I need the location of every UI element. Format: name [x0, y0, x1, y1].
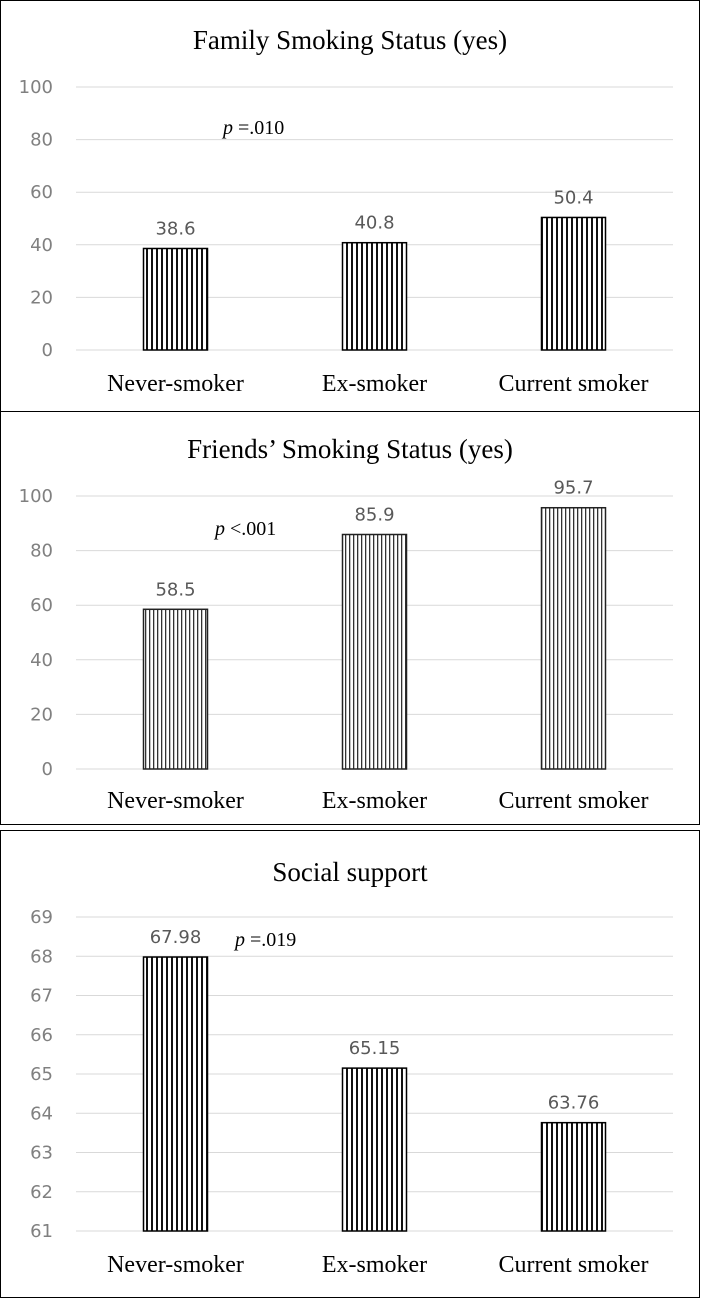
y-tick-label: 65: [30, 1064, 53, 1085]
y-tick-label: 20: [30, 287, 53, 308]
bar-current-smoker: [540, 506, 607, 770]
category-label: Ex-smoker: [322, 1252, 427, 1278]
data-label: 85.9: [354, 504, 394, 525]
category-label: Current smoker: [499, 1252, 649, 1278]
y-tick-label: 0: [42, 759, 53, 780]
y-tick-label: 60: [30, 182, 53, 203]
y-tick-label: 40: [30, 650, 53, 671]
category-label: Ex-smoker: [322, 788, 427, 814]
y-tick-label: 66: [30, 1025, 53, 1046]
y-tick-label: 80: [30, 130, 53, 151]
bar-current-smoker: [540, 1121, 607, 1232]
bar-never-smoker: [142, 247, 209, 351]
p-value-annotation: p =.019: [233, 929, 296, 951]
data-label: 40.8: [354, 213, 394, 234]
p-value: =.019: [245, 929, 296, 951]
y-tick-label: 64: [30, 1103, 53, 1124]
bar-ex-smoker: [341, 1067, 408, 1232]
p-symbol: p: [233, 929, 245, 951]
p-symbol: p: [213, 518, 225, 540]
data-label: 63.76: [548, 1093, 600, 1114]
y-tick-label: 20: [30, 704, 53, 725]
bar-never-smoker: [142, 608, 209, 770]
bar-current-smoker: [540, 216, 607, 351]
category-label: Current smoker: [499, 788, 649, 814]
chart-panel-friends: Friends’ Smoking Status (yes) 0 20 40 60 80 10…: [0, 411, 700, 825]
bar-ex-smoker: [341, 241, 408, 351]
chart-title: Family Smoking Status (yes): [193, 25, 507, 55]
y-tick-label: 68: [30, 946, 53, 967]
chart-title: Social support: [272, 857, 428, 887]
category-label: Current smoker: [499, 371, 649, 397]
p-value-annotation: p <.001: [213, 518, 276, 540]
chart-friends-smoking: Friends’ Smoking Status (yes) 0 20 40 60 80 10…: [19, 434, 673, 814]
p-symbol: p: [221, 117, 233, 139]
y-tick-label: 60: [30, 595, 53, 616]
category-label: Never-smoker: [107, 371, 244, 397]
data-label: 38.6: [155, 218, 195, 239]
chart-panel-social-support: Social support 61 62 63 64 65 66 67 68 69 67.98 Nev…: [0, 830, 700, 1298]
p-value-annotation: p =.010: [221, 117, 284, 139]
y-tick-label: 69: [30, 907, 53, 928]
y-tick-label: 100: [19, 486, 53, 507]
y-tick-label: 62: [30, 1182, 53, 1203]
data-label: 50.4: [553, 187, 593, 208]
y-tick-label: 80: [30, 541, 53, 562]
y-tick-label: 63: [30, 1143, 53, 1164]
bar-ex-smoker: [341, 533, 408, 770]
data-label: 67.98: [150, 927, 202, 948]
data-label: 58.5: [155, 579, 195, 600]
category-label: Never-smoker: [107, 1252, 244, 1278]
bar-never-smoker: [142, 956, 209, 1232]
y-tick-label: 40: [30, 235, 53, 256]
y-tick-label: 100: [19, 77, 53, 98]
chart-title: Friends’ Smoking Status (yes): [187, 434, 513, 464]
chart-social-support: Social support 61 62 63 64 65 66 67 68 69 67.98 Nev…: [30, 857, 673, 1278]
chart-family-smoking: Family Smoking Status (yes) 0 20 40 60 80 100 3…: [19, 25, 673, 397]
p-value: =.010: [233, 117, 284, 139]
data-label: 65.15: [349, 1038, 401, 1059]
y-tick-label: 67: [30, 986, 53, 1007]
chart-panel-family: Family Smoking Status (yes) 0 20 40 60 80 100 3…: [0, 0, 700, 412]
data-label: 95.7: [553, 478, 593, 499]
p-value: <.001: [225, 518, 276, 540]
category-label: Ex-smoker: [322, 371, 427, 397]
y-tick-label: 0: [42, 340, 53, 361]
category-label: Never-smoker: [107, 788, 244, 814]
y-tick-label: 61: [30, 1221, 53, 1242]
